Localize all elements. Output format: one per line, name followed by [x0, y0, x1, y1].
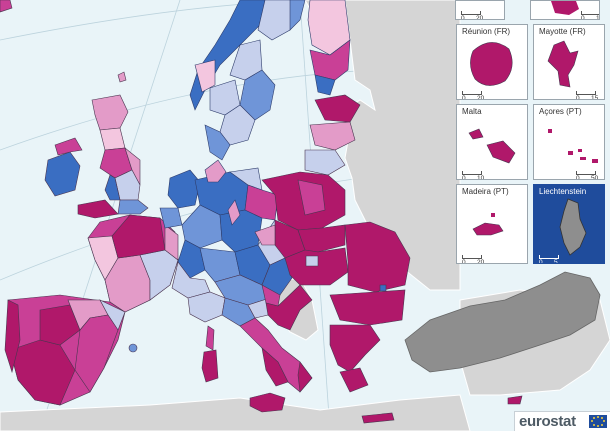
region	[177, 239, 206, 279]
region	[111, 214, 166, 259]
lithuania	[304, 149, 346, 176]
logo-text: eurostat	[519, 413, 576, 430]
inset-label: Mayotte (FR)	[539, 27, 586, 36]
inset-malta: Malta 0 10	[456, 104, 528, 180]
top-inset-2: 0100	[530, 0, 600, 20]
region	[39, 304, 81, 346]
iceland-edge	[0, 0, 13, 13]
region	[167, 169, 201, 209]
scale-bar: 0 15	[576, 91, 598, 99]
crete	[361, 412, 395, 424]
region	[194, 59, 216, 93]
romania	[344, 221, 411, 293]
north-africa	[0, 394, 471, 431]
greece-south	[339, 367, 369, 393]
benelux-germany	[159, 167, 291, 286]
inset-acores: Açores (PT) 0 50	[533, 104, 605, 180]
scale-bar: 0100	[581, 11, 599, 19]
alps	[171, 257, 293, 327]
inset-label: Madeira (PT)	[462, 187, 509, 196]
scale-bar: 0 20	[461, 11, 483, 19]
inset-label: Malta	[462, 107, 482, 116]
region	[99, 127, 126, 151]
ireland-nw	[54, 137, 83, 156]
scale-bar: 0 50	[576, 171, 598, 179]
bulgaria	[329, 289, 406, 326]
balearic-islands	[128, 343, 138, 353]
finland-mid	[314, 74, 336, 96]
italy	[201, 317, 313, 413]
region	[77, 199, 119, 219]
region	[117, 199, 149, 215]
portugal	[4, 299, 21, 374]
eu-flag-icon	[589, 415, 607, 428]
latvia	[309, 121, 356, 151]
region	[261, 347, 289, 387]
sardinia	[201, 349, 219, 383]
top-inset-1: 0 20	[455, 0, 505, 20]
scale-bar: 0 10	[462, 171, 484, 179]
poland-region	[297, 179, 326, 216]
scale-bar: 0 20	[462, 91, 484, 99]
sicily	[249, 392, 286, 413]
ireland	[44, 151, 81, 197]
hungary-capital	[305, 255, 319, 267]
denmark	[204, 159, 227, 183]
region	[187, 291, 226, 323]
eurostat-logo: eurostat	[514, 411, 610, 431]
romania-capital	[379, 284, 387, 292]
estonia	[314, 94, 361, 123]
inset-label: Açores (PT)	[539, 107, 582, 116]
region	[74, 314, 119, 393]
region	[227, 199, 241, 226]
eastern-europe	[254, 94, 523, 424]
scandinavia	[189, 0, 351, 183]
france	[87, 214, 215, 351]
region	[91, 94, 129, 131]
region	[164, 224, 179, 261]
cyprus	[507, 395, 523, 405]
greece	[329, 324, 381, 373]
inset-label: Liechtenstein	[539, 187, 587, 196]
inset-label: Réunion (FR)	[462, 27, 511, 36]
croatia	[265, 284, 313, 331]
iberia	[4, 294, 138, 406]
region	[204, 124, 231, 161]
corsica	[205, 325, 215, 351]
czechia-region	[254, 224, 276, 246]
region	[257, 0, 301, 41]
inset-madeira: Madeira (PT) 0 20	[456, 184, 528, 264]
region	[297, 361, 313, 393]
scale-bar: 0 20	[462, 255, 484, 263]
shetland	[117, 71, 127, 83]
region	[289, 0, 306, 31]
inset-mayotte: Mayotte (FR) 0 15	[533, 24, 605, 100]
region	[104, 174, 121, 201]
russia-belarus-ukraine	[344, 0, 461, 291]
inset-reunion: Réunion (FR) 0 20	[456, 24, 528, 100]
uk-ireland	[44, 71, 149, 219]
turkey	[404, 271, 601, 373]
